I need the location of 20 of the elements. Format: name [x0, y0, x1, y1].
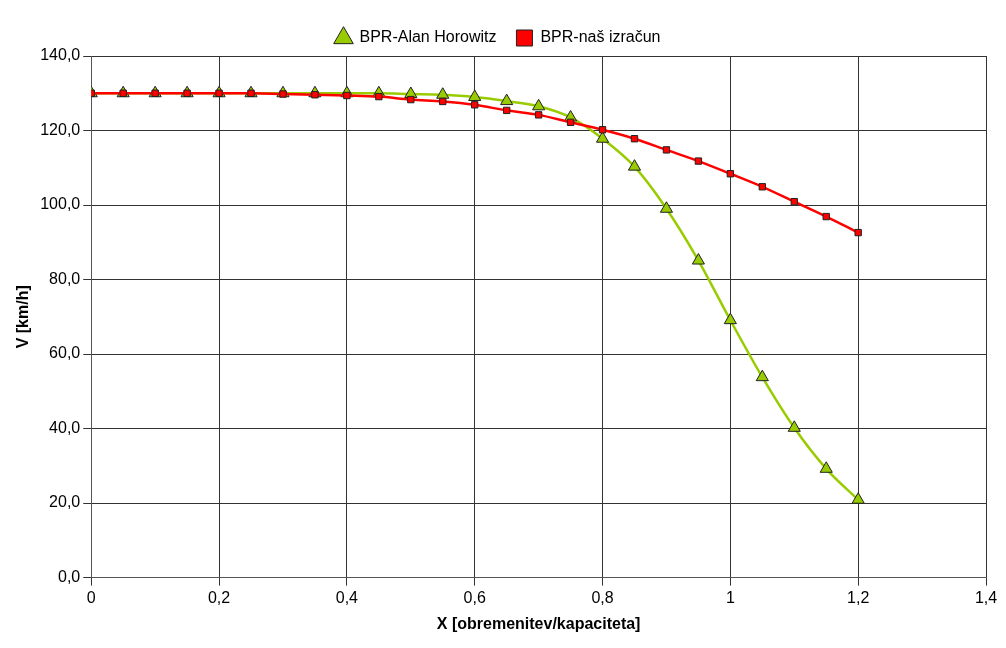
x-tick-label: 0,8 — [591, 588, 614, 606]
y-tick-label: 100,0 — [40, 195, 81, 213]
legend-label: BPR-Alan Horowitz — [359, 28, 497, 46]
y-axis-title: V [km/h] — [14, 285, 32, 349]
x-tick-label: 0 — [86, 588, 96, 606]
y-tick-label: 20,0 — [49, 493, 81, 511]
y-tick-label: 60,0 — [49, 344, 81, 362]
x-tick-label: 0,6 — [463, 588, 486, 606]
x-tick-label: 1,2 — [847, 588, 870, 606]
y-tick-label: 140,0 — [40, 46, 81, 64]
legend-label: BPR-naš izračun — [540, 28, 661, 46]
y-tick-label: 40,0 — [49, 418, 81, 436]
x-axis-title: X [obremenitev/kapaciteta] — [436, 614, 641, 632]
y-tick-label: 120,0 — [40, 120, 81, 138]
x-tick-label: 0,2 — [207, 588, 231, 606]
y-tick-label: 80,0 — [49, 269, 81, 287]
y-tick-label: 0,0 — [57, 568, 81, 586]
x-tick-label: 0,4 — [335, 588, 359, 606]
x-tick-label: 1,4 — [974, 588, 998, 606]
x-tick-label: 1 — [725, 588, 735, 606]
